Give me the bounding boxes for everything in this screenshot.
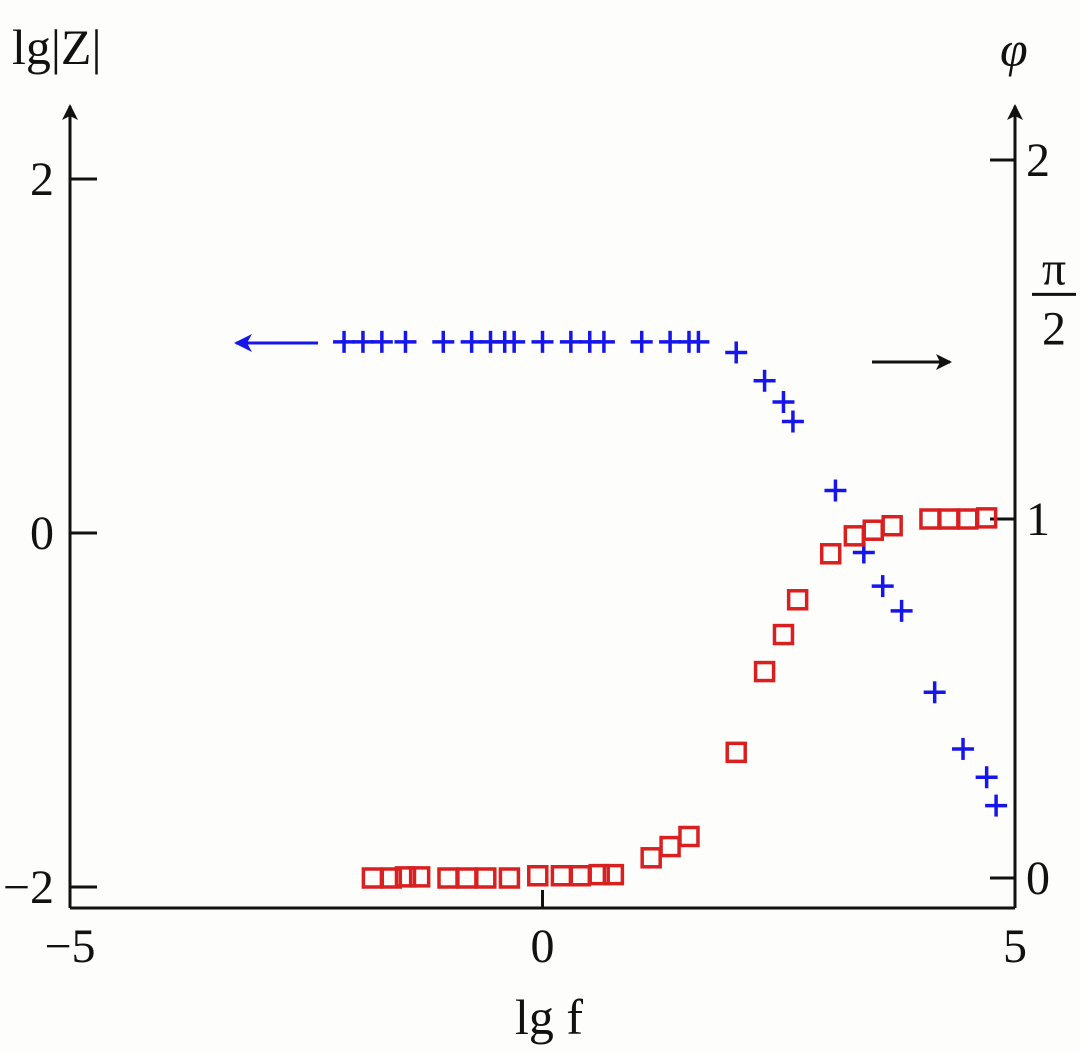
- phase-point: [919, 508, 941, 530]
- impedance-series: [333, 330, 1008, 817]
- impedance-point: [781, 410, 804, 433]
- impedance-point: [772, 391, 795, 414]
- impedance-point: [351, 330, 374, 353]
- tick-labels: −5 0 5 −2 0 2 0 1 2 π 2: [3, 134, 1076, 973]
- phase-point: [753, 660, 776, 683]
- impedance-point: [890, 599, 913, 622]
- phase-point: [550, 865, 573, 887]
- impedance-point: [370, 330, 393, 353]
- phase-point: [957, 508, 979, 530]
- impedance-point: [659, 330, 682, 353]
- axes: [62, 104, 1023, 910]
- impedance-point: [824, 479, 847, 502]
- impedance-point: [871, 575, 894, 598]
- left-y-tick-label: 0: [30, 507, 54, 560]
- right-y-tick-label: 1: [1026, 493, 1050, 546]
- impedance-point: [592, 330, 615, 353]
- phase-point: [527, 865, 549, 887]
- left-y-tick-label: −2: [3, 861, 54, 914]
- impedance-point: [753, 369, 776, 392]
- phase-point: [437, 867, 459, 889]
- pi-over-two-denominator: 2: [1042, 302, 1066, 355]
- phase-point: [938, 508, 960, 530]
- phase-point: [361, 867, 384, 889]
- phase-point: [640, 847, 662, 869]
- impedance-point: [333, 330, 356, 353]
- right-y-tick-label: 2: [1026, 134, 1050, 187]
- left-axis-title: lg|Z|: [12, 19, 101, 75]
- phase-point: [394, 866, 417, 888]
- impedance-point: [975, 766, 998, 789]
- impedance-point: [952, 737, 975, 760]
- phase-point: [678, 825, 700, 848]
- impedance-point: [559, 330, 582, 353]
- impedance-point: [630, 330, 653, 353]
- x-tick-label: −5: [44, 920, 95, 973]
- pi-over-two-numerator: π: [1042, 242, 1066, 295]
- ticks: [68, 158, 1017, 908]
- phase-series: [361, 507, 998, 889]
- phase-point: [380, 867, 403, 889]
- left-y-tick-label: 2: [30, 153, 54, 206]
- right-axis-title: φ: [1000, 21, 1028, 77]
- impedance-point: [503, 330, 526, 353]
- phase-point: [408, 866, 431, 888]
- impedance-point: [531, 330, 554, 353]
- phase-point: [602, 863, 625, 886]
- phase-point: [786, 589, 809, 611]
- phase-point: [772, 623, 795, 646]
- phase-point: [843, 525, 866, 547]
- impedance-point: [985, 794, 1008, 817]
- phase-point: [569, 865, 592, 887]
- right-y-tick-label: 0: [1026, 852, 1050, 905]
- x-axis-title: lg f: [515, 989, 583, 1045]
- impedance-point: [923, 681, 946, 704]
- impedance-point: [432, 330, 455, 353]
- impedance-point: [460, 330, 483, 353]
- phase-point: [456, 867, 478, 889]
- phase-point: [862, 519, 884, 541]
- phase-point: [475, 867, 497, 889]
- phase-point: [975, 507, 998, 529]
- phase-point: [659, 835, 681, 858]
- x-tick-label: 5: [1003, 920, 1027, 973]
- phase-point: [725, 741, 747, 764]
- x-tick-label: 0: [531, 920, 555, 973]
- phase-point: [881, 514, 903, 537]
- phase-point: [498, 867, 521, 889]
- annotations: [234, 334, 952, 370]
- phase-point: [588, 863, 610, 886]
- phase-point: [819, 543, 842, 565]
- impedance-point: [394, 330, 417, 353]
- impedance-point: [687, 330, 710, 353]
- impedance-point: [725, 341, 748, 364]
